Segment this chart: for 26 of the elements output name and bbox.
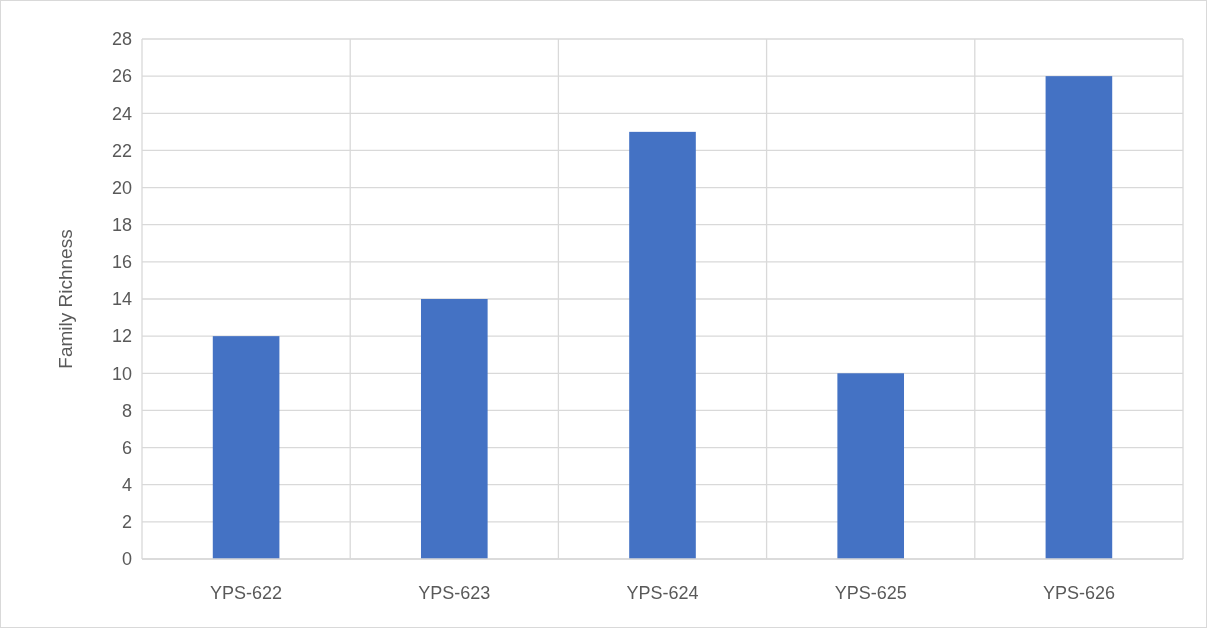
bar	[837, 373, 905, 559]
y-tick-label: 22	[111, 140, 132, 161]
y-tick-label: 12	[111, 326, 132, 347]
bar	[629, 131, 696, 559]
x-tick-label: YPS-623	[418, 583, 491, 603]
y-tick-label: 20	[111, 177, 132, 198]
y-axis-title: Family Richness	[55, 229, 76, 369]
bar	[212, 336, 280, 559]
x-tick-label: YPS-626	[1042, 583, 1115, 603]
y-tick-label: 0	[121, 549, 132, 570]
y-tick-label: 2	[121, 512, 132, 533]
y-tick-label: 28	[111, 29, 132, 50]
x-tick-label: YPS-624	[626, 583, 699, 603]
y-tick-label: 8	[121, 400, 132, 421]
y-tick-label: 10	[111, 363, 132, 384]
bar	[1045, 76, 1113, 559]
y-tick-label: 24	[111, 103, 132, 124]
x-tick-label: YPS-622	[210, 583, 283, 603]
y-tick-label: 4	[121, 475, 132, 496]
y-tick-label: 26	[111, 66, 132, 87]
x-tick-label: YPS-625	[834, 583, 907, 603]
y-tick-label: 18	[111, 215, 132, 236]
y-tick-label: 14	[111, 289, 132, 310]
bar	[420, 299, 488, 559]
y-tick-label: 6	[121, 437, 132, 458]
y-tick-label: 16	[111, 252, 132, 273]
